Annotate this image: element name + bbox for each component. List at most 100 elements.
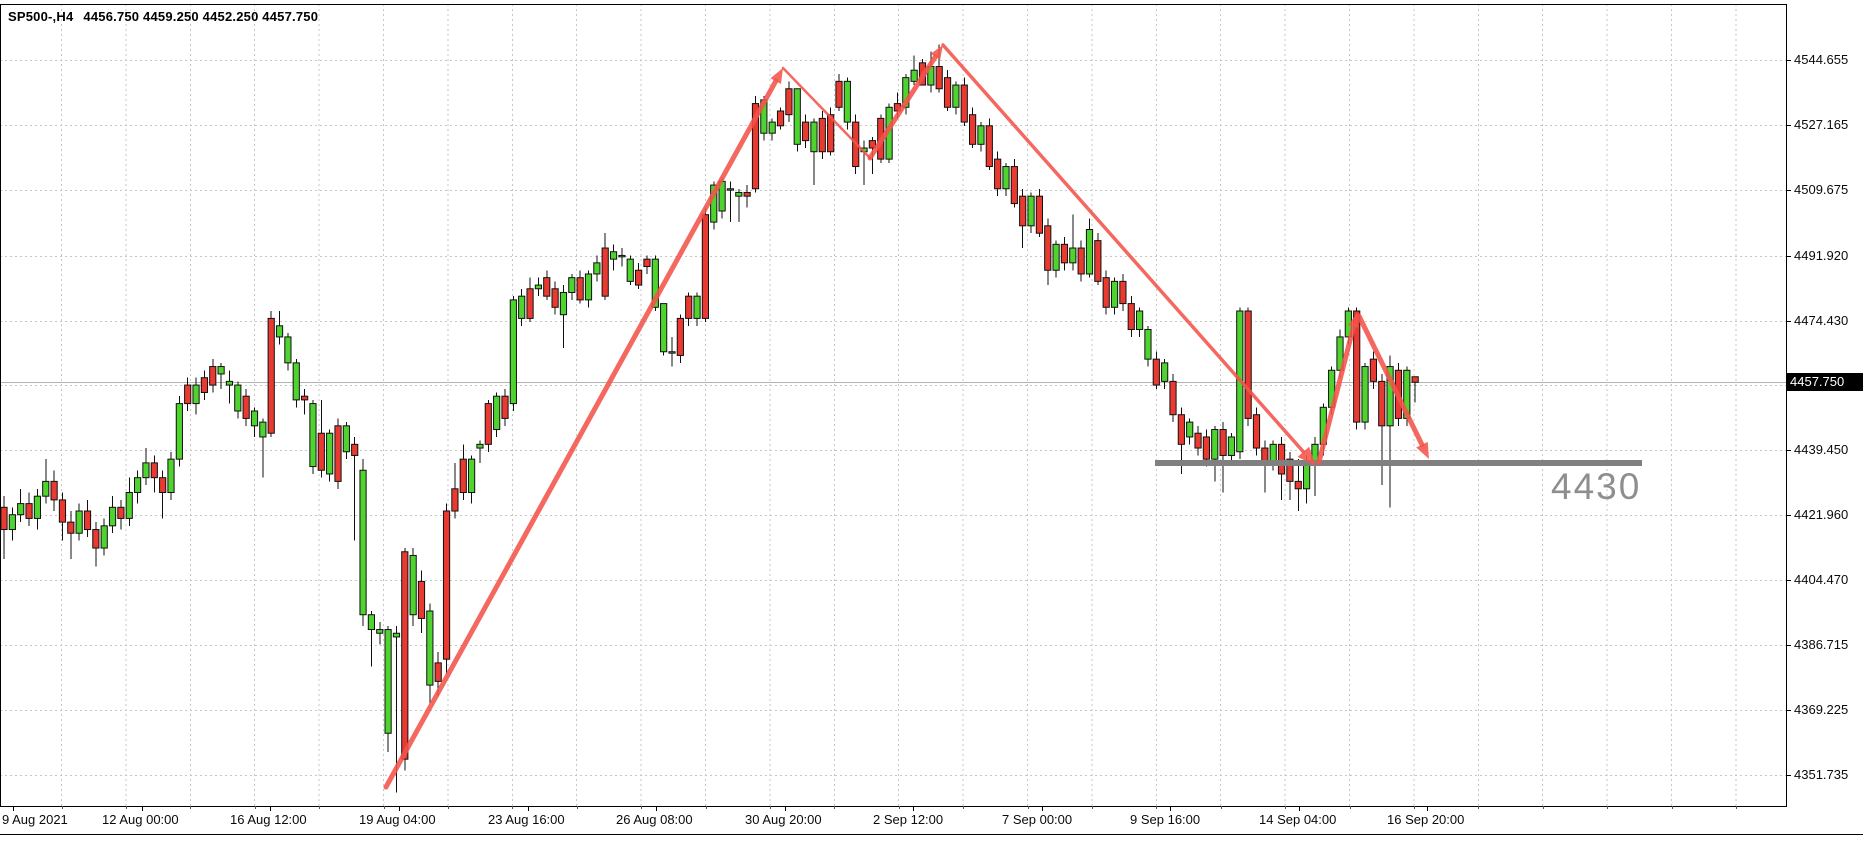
candle-body bbox=[1052, 243, 1060, 271]
candle-body bbox=[1144, 329, 1152, 360]
candle-body bbox=[484, 403, 492, 445]
trend-arrowhead[interactable] bbox=[1416, 441, 1429, 459]
candle-body bbox=[1119, 280, 1127, 305]
candle-body bbox=[1202, 436, 1211, 460]
candle-body bbox=[125, 491, 133, 519]
candle-body bbox=[626, 258, 634, 282]
candle-body bbox=[802, 121, 810, 142]
price-axis-label: 4544.655 bbox=[1794, 52, 1849, 68]
price-axis-label: 4404.470 bbox=[1794, 571, 1849, 587]
plot-frame bbox=[0, 4, 1787, 807]
date-axis-label: 23 Aug 16:00 bbox=[488, 812, 565, 827]
candle-body bbox=[1044, 225, 1052, 271]
candle-body bbox=[309, 403, 317, 468]
candle-body bbox=[217, 366, 225, 375]
candle-body bbox=[1110, 280, 1119, 308]
candle-body bbox=[17, 503, 25, 516]
date-axis-label: 12 Aug 00:00 bbox=[102, 812, 179, 827]
candle-body bbox=[793, 88, 801, 145]
candle-body bbox=[543, 277, 551, 297]
candle-body bbox=[1369, 358, 1378, 382]
candle-body bbox=[200, 377, 209, 393]
candle-body bbox=[1286, 458, 1294, 482]
candle-body bbox=[468, 458, 476, 493]
candle-body bbox=[117, 506, 125, 519]
candle-body bbox=[1002, 166, 1010, 190]
candle-body bbox=[234, 384, 242, 412]
trend-arrow-segment[interactable] bbox=[867, 54, 938, 161]
candle-body bbox=[810, 121, 818, 153]
trend-arrow-segment[interactable] bbox=[1356, 313, 1425, 448]
price-axis-label: 4386.715 bbox=[1794, 637, 1849, 653]
candle-body bbox=[518, 295, 526, 319]
candle-body bbox=[1378, 380, 1386, 427]
candle-body bbox=[67, 521, 75, 534]
candle-body bbox=[635, 269, 643, 286]
price-axis-label: 4509.675 bbox=[1794, 181, 1849, 197]
candle-body bbox=[693, 295, 701, 319]
candle-body bbox=[58, 499, 67, 523]
trend-arrow-segment[interactable] bbox=[1316, 324, 1357, 465]
trend-arrowhead[interactable] bbox=[930, 45, 943, 60]
candle-body bbox=[1094, 240, 1102, 282]
date-axis-label: 19 Aug 04:00 bbox=[359, 812, 436, 827]
candle-body bbox=[1060, 243, 1069, 264]
candle-body bbox=[593, 262, 601, 275]
candle-body bbox=[100, 525, 108, 549]
candle-body bbox=[142, 462, 150, 479]
candle-body bbox=[776, 110, 785, 127]
trend-arrowhead[interactable] bbox=[770, 68, 783, 85]
chart-ohlc-values: 4456.750 4459.250 4452.250 4457.750 bbox=[83, 9, 319, 24]
candle-body bbox=[977, 125, 985, 145]
candle-body bbox=[943, 77, 952, 108]
candle-body bbox=[1019, 195, 1027, 227]
candle-body bbox=[1211, 429, 1219, 460]
candle-body bbox=[1102, 277, 1110, 308]
candle-body bbox=[326, 432, 334, 475]
candle-body bbox=[493, 395, 501, 431]
support-line[interactable] bbox=[1155, 460, 1642, 466]
date-axis-label: 9 Sep 16:00 bbox=[1130, 812, 1201, 827]
candle-body bbox=[509, 299, 517, 405]
trend-arrowhead[interactable] bbox=[1348, 313, 1359, 328]
candle-body bbox=[476, 443, 484, 449]
candle-body bbox=[376, 629, 384, 634]
candle-body bbox=[768, 121, 776, 134]
candle-body bbox=[1303, 462, 1311, 490]
candle-body bbox=[685, 295, 693, 319]
candle-body bbox=[75, 510, 83, 534]
trend-arrow-segment[interactable] bbox=[383, 78, 779, 790]
candle-body bbox=[952, 84, 960, 108]
trend-arrow-segment[interactable] bbox=[941, 43, 1306, 454]
candle-body bbox=[1169, 380, 1177, 416]
candle-body bbox=[1027, 195, 1035, 227]
candle-body bbox=[701, 214, 709, 319]
candle-body bbox=[25, 503, 33, 519]
candle-body bbox=[108, 506, 117, 527]
candle-body bbox=[660, 303, 668, 353]
candle-body bbox=[8, 514, 16, 531]
candle-body bbox=[1361, 366, 1369, 423]
candle-body bbox=[818, 117, 826, 153]
candle-body bbox=[334, 425, 342, 482]
candle-body bbox=[1294, 480, 1302, 490]
candle-body bbox=[960, 84, 968, 123]
price-axis-label: 4491.920 bbox=[1794, 247, 1849, 263]
candle-body bbox=[751, 103, 760, 190]
trend-arrow-segment[interactable] bbox=[781, 66, 872, 160]
date-axis-label: 16 Sep 20:00 bbox=[1387, 812, 1465, 827]
candle-body bbox=[868, 140, 876, 149]
date-axis-label: 14 Sep 04:00 bbox=[1259, 812, 1337, 827]
candle-body bbox=[242, 395, 250, 419]
support-level-label[interactable]: 4430 bbox=[1551, 466, 1642, 507]
candle-body bbox=[726, 188, 735, 191]
candle-body bbox=[526, 288, 534, 319]
price-axis-label: 4474.430 bbox=[1794, 312, 1849, 328]
candle-body bbox=[969, 114, 977, 145]
candle-body bbox=[1069, 247, 1077, 264]
price-axis-label: 4439.450 bbox=[1794, 442, 1849, 458]
candle-body bbox=[1277, 443, 1286, 475]
trend-arrowhead[interactable] bbox=[1297, 446, 1316, 466]
candle-body bbox=[1244, 310, 1252, 419]
